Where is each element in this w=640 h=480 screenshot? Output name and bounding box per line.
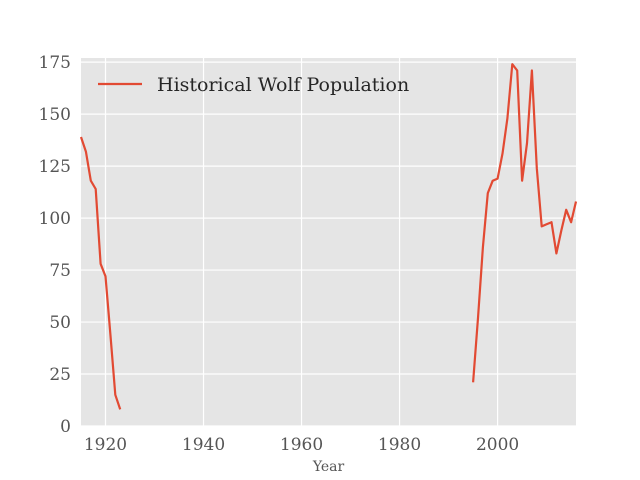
series-layer [79, 63, 578, 410]
grid-lines [81, 58, 576, 427]
plot-area [81, 58, 576, 426]
legend-label: Historical Wolf Population [157, 74, 409, 96]
series-line [79, 136, 122, 410]
x-axis-ticks: 1920 1940 1960 1980 2000 [84, 435, 519, 455]
x-tick-label: 1960 [280, 435, 323, 455]
y-axis-ticks: 0 25 50 75 100 125 150 175 [39, 53, 71, 437]
y-tick-label: 75 [49, 261, 71, 281]
x-tick-label: 1980 [378, 435, 421, 455]
y-tick-label: 0 [60, 417, 71, 437]
y-tick-label: 25 [49, 365, 71, 385]
x-axis-label: Year [312, 459, 345, 475]
y-tick-label: 150 [39, 105, 71, 125]
y-tick-label: 175 [39, 53, 71, 73]
x-tick-label: 1920 [84, 435, 127, 455]
legend: Historical Wolf Population [98, 74, 409, 96]
y-tick-label: 100 [39, 209, 71, 229]
x-tick-label: 2000 [476, 435, 519, 455]
y-tick-label: 50 [49, 313, 71, 333]
series-line [472, 63, 578, 383]
y-tick-label: 125 [39, 157, 71, 177]
x-tick-label: 1940 [182, 435, 225, 455]
